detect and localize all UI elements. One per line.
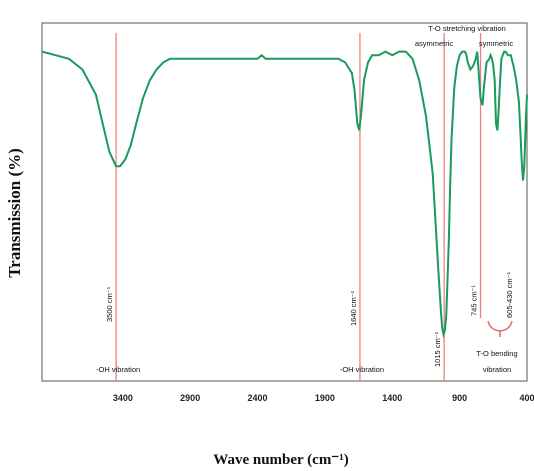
marker-lines: 3500 cm⁻¹ -OH vibration 1640 cm⁻¹ -OH vibra… bbox=[96, 33, 482, 381]
y-axis-title: Transmission (%) bbox=[5, 148, 24, 278]
bend-range-label: 605-430 cm⁻¹ bbox=[505, 271, 514, 318]
series-line bbox=[41, 50, 528, 339]
x-axis-title: Wave number (cm⁻¹) bbox=[213, 452, 348, 468]
x-tick-label-3: 1900 bbox=[315, 393, 335, 403]
x-tick-label-6: 400 bbox=[519, 393, 534, 403]
bend-caption-1: T-O bending bbox=[476, 349, 517, 358]
symmetric-label: symmetric bbox=[479, 39, 513, 48]
x-tick-label-5: 900 bbox=[452, 393, 467, 403]
marker-label-2: 1015 cm⁻¹ bbox=[433, 331, 442, 367]
x-tick-label-0: 3400 bbox=[113, 393, 133, 403]
x-tick-label-4: 1400 bbox=[382, 393, 402, 403]
annotations: T-O stretching vibration asymmetric symm… bbox=[415, 24, 518, 374]
marker-caption-1: -OH vibration bbox=[340, 365, 384, 374]
x-tick-labels: 3400 2900 2400 1900 1400 900 400 bbox=[113, 393, 534, 403]
asymmetric-label: asymmetric bbox=[415, 39, 454, 48]
x-tick-label-2: 2400 bbox=[248, 393, 268, 403]
marker-label-0: 3500 cm⁻¹ bbox=[105, 286, 114, 322]
marker-caption-0: -OH vibration bbox=[96, 365, 140, 374]
marker-label-3: 745 cm⁻¹ bbox=[470, 284, 479, 316]
marker-label-1: 1640 cm⁻¹ bbox=[349, 290, 358, 326]
x-tick-label-1: 2900 bbox=[180, 393, 200, 403]
bend-bracket bbox=[487, 320, 513, 332]
plot-frame bbox=[41, 22, 528, 382]
stretch-title: T-O stretching vibration bbox=[428, 24, 506, 33]
bend-caption-2: vibration bbox=[483, 365, 511, 374]
